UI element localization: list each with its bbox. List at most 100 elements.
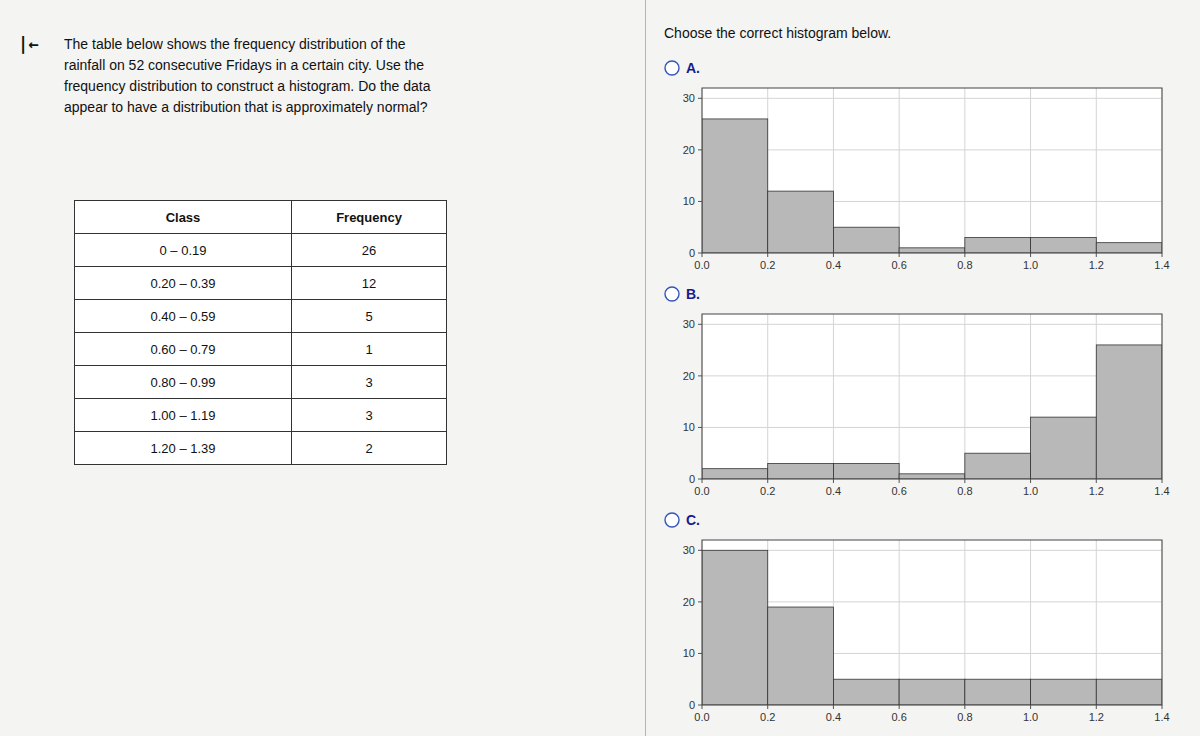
- tick: [702, 253, 703, 257]
- bar: [899, 248, 965, 253]
- tick: [698, 98, 702, 99]
- grid-line: [702, 375, 1162, 376]
- tick-label: 0.8: [957, 711, 972, 723]
- tick: [833, 705, 834, 709]
- tick: [698, 324, 702, 325]
- bar: [702, 550, 768, 705]
- bar: [1031, 417, 1097, 479]
- grid-line: [833, 314, 834, 479]
- tick: [698, 653, 702, 654]
- bars: [702, 550, 1162, 705]
- table-header: Frequency: [292, 201, 447, 234]
- tick-label: 10: [683, 195, 695, 207]
- table-row: 1.00 – 1.193: [75, 399, 447, 432]
- bar: [965, 679, 1031, 705]
- tick: [698, 601, 702, 602]
- tick: [899, 479, 900, 483]
- tick-label: 1.0: [1023, 259, 1038, 271]
- bar: [1096, 345, 1162, 479]
- tick: [964, 253, 965, 257]
- grid-line: [899, 314, 900, 479]
- tick-label: 20: [683, 596, 695, 608]
- bar: [833, 227, 899, 253]
- table-row: 0.60 – 0.791: [75, 333, 447, 366]
- grid: [702, 540, 1162, 705]
- tick: [1030, 479, 1031, 483]
- plot-area: [702, 314, 1162, 479]
- grid: [702, 88, 1162, 253]
- tick: [964, 479, 965, 483]
- table-frequency: 12: [292, 267, 447, 300]
- bars: [702, 119, 1162, 253]
- grid-line: [702, 149, 1162, 150]
- tick: [767, 253, 768, 257]
- plot-frame: [702, 540, 1162, 705]
- histogram-panel: Choose the correct histogram below.A.0.0…: [650, 0, 1200, 736]
- table-class: 1.00 – 1.19: [75, 399, 292, 432]
- tick-label: 0.2: [760, 711, 775, 723]
- tick-label: 1.0: [1023, 485, 1038, 497]
- table-frequency: 1: [292, 333, 447, 366]
- instruction: Choose the correct histogram below.: [664, 25, 891, 41]
- tick-label: 1.4: [1154, 259, 1169, 271]
- grid-line: [702, 550, 1162, 551]
- table-class: 0.20 – 0.39: [75, 267, 292, 300]
- tick-label: 30: [683, 92, 695, 104]
- table-row: 0.80 – 0.993: [75, 366, 447, 399]
- tick-label: 30: [683, 318, 695, 330]
- tick: [1096, 479, 1097, 483]
- table-class: 0.60 – 0.79: [75, 333, 292, 366]
- tick-label: 0.4: [826, 711, 841, 723]
- grid-line: [1030, 88, 1031, 253]
- tick-label: 0.2: [760, 485, 775, 497]
- grid-line: [964, 88, 965, 253]
- bar: [1096, 243, 1162, 253]
- grid-line: [767, 314, 768, 479]
- tick-label: 1.2: [1089, 711, 1104, 723]
- table-class: 0 – 0.19: [75, 234, 292, 267]
- table-frequency: 5: [292, 300, 447, 333]
- tick-label: 30: [683, 544, 695, 556]
- tick: [698, 427, 702, 428]
- tick-label: 0.6: [891, 485, 906, 497]
- table-header: Class: [75, 201, 292, 234]
- tick-label: 0.0: [694, 711, 709, 723]
- plot-area: [702, 540, 1162, 705]
- tick-label: 0.6: [891, 711, 906, 723]
- tick: [1030, 253, 1031, 257]
- bar: [833, 679, 899, 705]
- grid-line: [702, 324, 1162, 325]
- bar: [965, 238, 1031, 253]
- tick: [698, 705, 702, 706]
- tick: [1162, 705, 1163, 709]
- right-panel: Choose the correct histogram below.A.0.0…: [650, 0, 1200, 736]
- bar: [899, 474, 965, 479]
- tick: [698, 479, 702, 480]
- bar: [702, 119, 768, 253]
- tick: [767, 479, 768, 483]
- back-arrow: |←: [18, 34, 38, 54]
- bars: [702, 345, 1162, 479]
- frequency-table: ClassFrequency0 – 0.19260.20 – 0.39120.4…: [74, 200, 447, 465]
- bar: [1031, 679, 1097, 705]
- table-row: 0 – 0.1926: [75, 234, 447, 267]
- radio-button[interactable]: [665, 287, 679, 301]
- tick: [833, 253, 834, 257]
- tick: [1162, 253, 1163, 257]
- bar: [1031, 238, 1097, 253]
- problem-text: The table below shows the frequency dist…: [64, 34, 624, 118]
- radio-button[interactable]: [665, 513, 679, 527]
- left-panel: |← The table below shows the frequency di…: [0, 0, 640, 736]
- radio-button[interactable]: [665, 61, 679, 75]
- table-frequency: 26: [292, 234, 447, 267]
- histogram: Choose the correct histogram below.A.0.0…: [664, 25, 1170, 271]
- plot-frame: [702, 314, 1162, 479]
- tick: [1096, 705, 1097, 709]
- plot-frame: [702, 88, 1162, 253]
- table-class: 0.40 – 0.59: [75, 300, 292, 333]
- tick-label: 0.4: [826, 485, 841, 497]
- table-frequency: 3: [292, 366, 447, 399]
- tick-label: 0.8: [957, 259, 972, 271]
- tick-label: 20: [683, 370, 695, 382]
- tick: [698, 550, 702, 551]
